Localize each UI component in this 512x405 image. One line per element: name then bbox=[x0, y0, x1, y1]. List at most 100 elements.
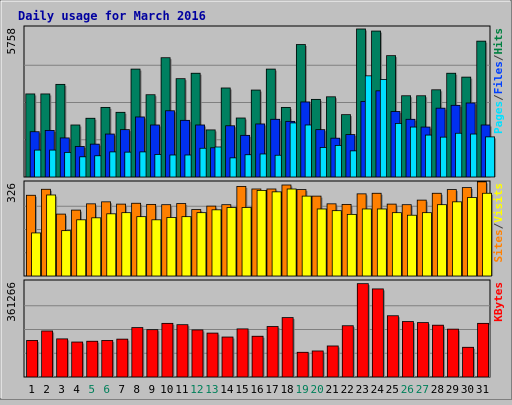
legend-part: KBytes bbox=[492, 282, 505, 322]
x-tick-label-day-14: 14 bbox=[220, 383, 234, 396]
bar-kbytes-day-29 bbox=[447, 328, 459, 378]
x-tick-label-day-25: 25 bbox=[386, 383, 399, 396]
bar-sites-day-29 bbox=[452, 201, 462, 277]
bar-kbytes-day-15 bbox=[236, 328, 249, 378]
bar-sites-day-22 bbox=[346, 213, 357, 277]
bar-sites-day-11 bbox=[181, 216, 192, 277]
x-tick-label-day-10: 10 bbox=[160, 383, 173, 396]
bar-sites-day-25 bbox=[391, 212, 402, 277]
legend-part: Pages bbox=[492, 101, 505, 134]
bar-sites-day-15 bbox=[241, 207, 252, 277]
bar-kbytes-day-31 bbox=[477, 322, 489, 378]
bar-sites-day-31 bbox=[482, 192, 492, 277]
bar-sites-day-8 bbox=[136, 216, 147, 277]
x-tick-label-day-4: 4 bbox=[73, 383, 80, 396]
panel-max-label: 5758 bbox=[5, 28, 18, 55]
bar-kbytes-day-17 bbox=[266, 326, 279, 378]
x-tick-label-day-6: 6 bbox=[103, 383, 110, 396]
legend-part: / bbox=[492, 54, 505, 61]
bar-kbytes-day-28 bbox=[432, 324, 444, 378]
x-tick-label-day-21: 21 bbox=[326, 383, 339, 396]
bar-kbytes-day-27 bbox=[417, 322, 429, 378]
x-tick-label-day-9: 9 bbox=[148, 383, 155, 396]
bar-sites-day-19 bbox=[301, 195, 312, 277]
bar-sites-day-20 bbox=[316, 208, 327, 277]
x-tick-label-day-7: 7 bbox=[118, 383, 125, 396]
legend-part: Sites bbox=[492, 229, 505, 262]
bar-kbytes-day-16 bbox=[251, 335, 264, 378]
x-tick-label-day-17: 17 bbox=[265, 383, 278, 396]
bar-sites-day-27 bbox=[422, 212, 432, 277]
bar-kbytes-day-8 bbox=[131, 327, 144, 378]
bar-sites-day-16 bbox=[256, 190, 267, 277]
bar-kbytes-day-13 bbox=[206, 332, 219, 378]
bar-kbytes-day-26 bbox=[402, 321, 414, 378]
bar-kbytes-day-9 bbox=[146, 329, 159, 378]
x-tick-label-day-15: 15 bbox=[235, 383, 248, 396]
x-tick-label-day-8: 8 bbox=[133, 383, 140, 396]
chart-title: Daily usage for March 2016 bbox=[18, 9, 206, 23]
bar-sites-day-2 bbox=[46, 194, 57, 277]
legend-part: / bbox=[492, 222, 505, 229]
x-tick-label-day-11: 11 bbox=[175, 383, 188, 396]
panel-kbytes: 361266 KBytes bbox=[5, 279, 505, 378]
x-tick-label-day-12: 12 bbox=[190, 383, 203, 396]
bar-kbytes-day-20 bbox=[311, 350, 324, 378]
x-tick-label-day-16: 16 bbox=[250, 383, 263, 396]
bar-kbytes-day-23 bbox=[356, 283, 369, 378]
x-tick-label-day-13: 13 bbox=[205, 383, 218, 396]
x-tick-label-day-3: 3 bbox=[58, 383, 65, 396]
x-tick-label-day-19: 19 bbox=[295, 383, 308, 396]
x-axis-labels: 1 2 3 4 5 6 7 8 9 10 11 12 13 14 15 16 17 18 19 20 21 22 23 24 2… bbox=[28, 383, 489, 396]
legend-part: Visits bbox=[492, 183, 505, 223]
bar-sites-day-12 bbox=[196, 212, 207, 277]
x-tick-label-day-23: 23 bbox=[356, 383, 369, 396]
bar-kbytes-day-6 bbox=[101, 340, 114, 378]
panel-legend-label: Sites/Visits bbox=[492, 183, 505, 263]
legend-part: / bbox=[492, 94, 505, 101]
x-tick-label-day-31: 31 bbox=[476, 383, 489, 396]
x-tick-label-day-28: 28 bbox=[431, 383, 444, 396]
bar-sites-day-13 bbox=[211, 209, 222, 277]
bar-kbytes-day-12 bbox=[191, 329, 204, 378]
x-tick-label-day-22: 22 bbox=[341, 383, 354, 396]
bar-kbytes-day-1 bbox=[26, 340, 39, 378]
bar-sites-day-9 bbox=[151, 219, 162, 277]
bar-kbytes-day-19 bbox=[296, 351, 309, 378]
bar-kbytes-day-24 bbox=[371, 288, 384, 378]
x-tick-label-day-27: 27 bbox=[416, 383, 429, 396]
bar-kbytes-day-14 bbox=[221, 336, 234, 378]
bar-kbytes-day-4 bbox=[71, 341, 84, 378]
bar-kbytes-day-3 bbox=[56, 338, 69, 378]
legend-part: Files bbox=[492, 61, 505, 94]
bar-sites-day-23 bbox=[361, 208, 372, 277]
bar-sites-day-6 bbox=[106, 213, 117, 277]
bar-sites-day-28 bbox=[437, 204, 447, 277]
bar-sites-day-7 bbox=[121, 212, 132, 277]
bar-kbytes-day-30 bbox=[462, 346, 474, 378]
panel-max-label: 326 bbox=[5, 183, 18, 203]
bar-kbytes-day-10 bbox=[161, 322, 174, 378]
x-tick-label-day-2: 2 bbox=[43, 383, 50, 396]
panel-max-label: 361266 bbox=[5, 282, 18, 322]
x-tick-label-day-1: 1 bbox=[28, 383, 35, 396]
bar-sites-day-3 bbox=[61, 230, 72, 277]
x-tick-label-day-26: 26 bbox=[401, 383, 414, 396]
panel-legend-label: KBytes bbox=[492, 282, 505, 322]
bar-kbytes-day-21 bbox=[326, 345, 339, 378]
x-tick-label-day-29: 29 bbox=[446, 383, 459, 396]
bar-sites-day-17 bbox=[271, 191, 282, 277]
bar-sites-day-1 bbox=[31, 232, 42, 277]
x-tick-label-day-5: 5 bbox=[88, 383, 95, 396]
bar-sites-day-26 bbox=[407, 214, 417, 277]
bar-pages-day-31 bbox=[485, 136, 495, 178]
bar-sites-day-5 bbox=[91, 217, 102, 277]
bar-sites-day-4 bbox=[76, 219, 87, 277]
bar-kbytes-day-22 bbox=[341, 325, 354, 378]
bar-sites-day-21 bbox=[331, 210, 342, 277]
bar-kbytes-day-11 bbox=[176, 324, 189, 378]
panel-visits-sites: 326 Sites/Visits bbox=[5, 180, 505, 277]
